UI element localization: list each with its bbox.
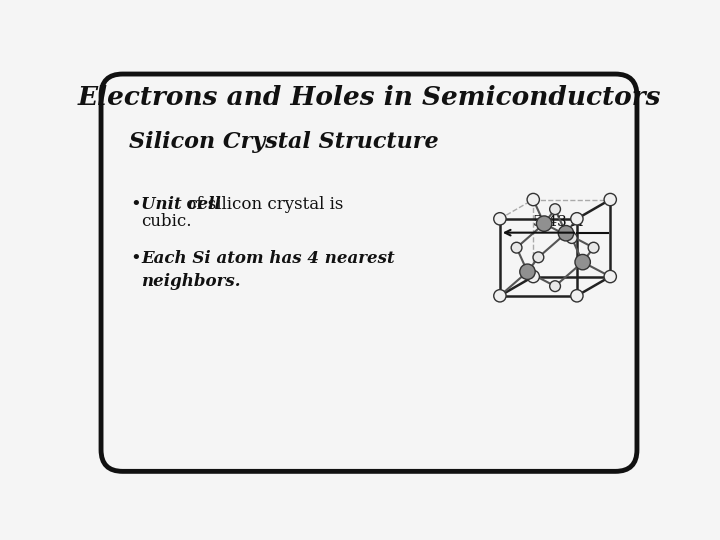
Circle shape (575, 254, 590, 270)
Circle shape (567, 233, 577, 244)
Circle shape (571, 213, 583, 225)
FancyBboxPatch shape (101, 74, 637, 471)
Text: •: • (130, 249, 141, 268)
Circle shape (571, 289, 583, 302)
Circle shape (549, 204, 560, 214)
Text: cubic.: cubic. (141, 213, 192, 230)
Circle shape (604, 193, 616, 206)
Text: Electrons and Holes in Semiconductors: Electrons and Holes in Semiconductors (77, 85, 661, 110)
Text: Each Si atom has 4 nearest
neighbors.: Each Si atom has 4 nearest neighbors. (141, 249, 395, 290)
Text: Unit cell: Unit cell (141, 195, 221, 213)
Text: of silicon crystal is: of silicon crystal is (181, 195, 343, 213)
Circle shape (527, 271, 539, 283)
Circle shape (588, 242, 599, 253)
Circle shape (558, 226, 574, 241)
Circle shape (527, 193, 539, 206)
Circle shape (511, 242, 522, 253)
Circle shape (536, 216, 552, 231)
Circle shape (604, 271, 616, 283)
Circle shape (549, 281, 560, 292)
Text: Silicon Crystal Structure: Silicon Crystal Structure (130, 131, 439, 153)
Circle shape (533, 252, 544, 262)
Circle shape (494, 289, 506, 302)
Circle shape (520, 264, 535, 279)
Text: •: • (130, 195, 141, 214)
Text: 5.43 Å: 5.43 Å (533, 215, 582, 229)
Circle shape (494, 213, 506, 225)
